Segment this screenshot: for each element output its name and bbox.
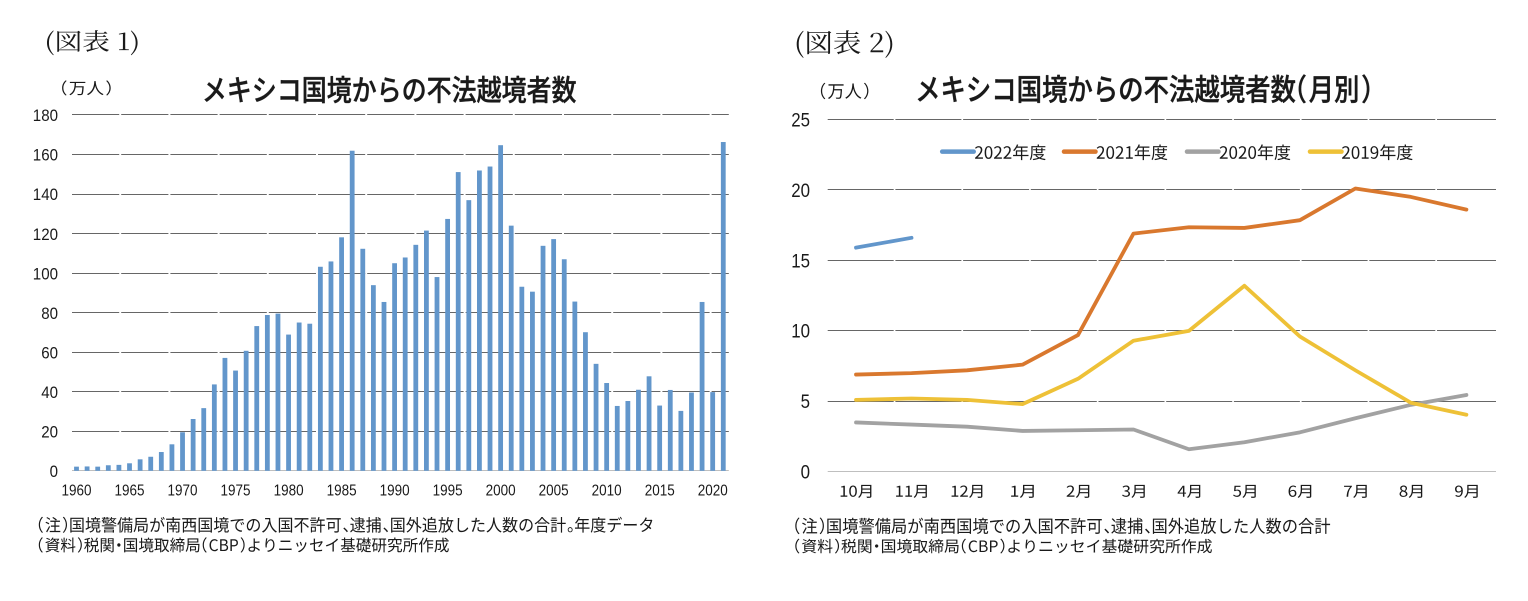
svg-text:100: 100 xyxy=(33,264,58,283)
svg-text:140: 140 xyxy=(33,185,58,204)
svg-text:0: 0 xyxy=(801,463,810,484)
svg-text:1980: 1980 xyxy=(274,483,304,500)
svg-text:1985: 1985 xyxy=(327,483,357,500)
svg-text:1995: 1995 xyxy=(433,483,463,500)
svg-text:20: 20 xyxy=(791,181,810,202)
svg-text:2020: 2020 xyxy=(698,483,728,500)
svg-text:1975: 1975 xyxy=(221,483,251,500)
svg-text:0: 0 xyxy=(50,462,58,481)
svg-text:2015: 2015 xyxy=(645,483,675,500)
svg-text:2000: 2000 xyxy=(486,483,516,500)
svg-text:60: 60 xyxy=(41,343,58,362)
svg-text:80: 80 xyxy=(41,304,58,323)
svg-text:15: 15 xyxy=(791,251,810,272)
svg-text:20: 20 xyxy=(41,423,58,442)
svg-text:1990: 1990 xyxy=(380,483,410,500)
svg-text:120: 120 xyxy=(33,225,58,244)
svg-text:1965: 1965 xyxy=(115,483,145,500)
svg-text:25: 25 xyxy=(791,110,810,131)
svg-text:40: 40 xyxy=(41,383,58,402)
svg-text:1960: 1960 xyxy=(62,483,92,500)
svg-text:10: 10 xyxy=(791,322,810,343)
svg-text:5: 5 xyxy=(801,392,810,413)
svg-text:160: 160 xyxy=(33,146,58,165)
svg-text:180: 180 xyxy=(33,106,58,125)
svg-text:2005: 2005 xyxy=(539,483,569,500)
svg-text:1970: 1970 xyxy=(168,483,198,500)
svg-text:2010: 2010 xyxy=(592,483,622,500)
